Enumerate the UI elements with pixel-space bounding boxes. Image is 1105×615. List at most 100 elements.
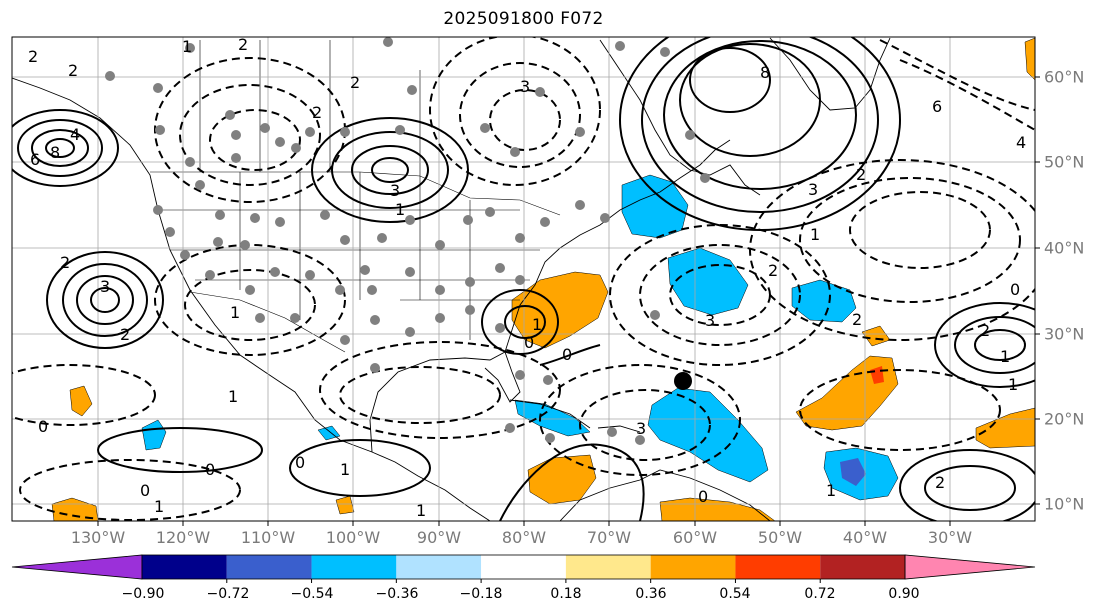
contour-high-pac-4 — [90, 287, 120, 313]
contour-label: 0 — [38, 417, 48, 436]
colorbar-segment — [311, 555, 397, 579]
orange-region-cent-am — [527, 454, 597, 505]
contour-high-ne-2 — [641, 37, 879, 213]
coast-greenland — [769, 37, 891, 111]
contour-high-east-2 — [954, 316, 1035, 374]
contour-label: 1 — [1000, 347, 1010, 366]
lon-label: 50°W — [757, 528, 803, 547]
contour-label: 1 — [532, 315, 542, 334]
contour-high-nw-3 — [31, 129, 89, 167]
contour-label: 2 — [852, 310, 862, 329]
contour-label: 3 — [808, 180, 818, 199]
lat-label: 50°N — [1044, 152, 1085, 172]
ticks — [97, 76, 1040, 526]
contour-high-nw-4 — [45, 138, 75, 158]
contour-label: 0 — [524, 333, 534, 352]
contour-high-pac-3 — [76, 275, 134, 325]
contour-label: 2 — [68, 61, 78, 80]
contour-label: 2 — [60, 253, 70, 272]
contour-low-gulf-2 — [339, 366, 501, 424]
contour-low-carib-2 — [579, 389, 711, 461]
contour-label: 0 — [1010, 280, 1020, 299]
colorbar-tick-label: 0.18 — [550, 586, 582, 602]
contour-high-central-4 — [371, 157, 409, 183]
lat-label: 60°N — [1044, 67, 1085, 87]
contour-low-atl-e-2 — [799, 177, 1021, 303]
contour-label: 1 — [182, 37, 192, 56]
colorbar-segment — [650, 555, 736, 579]
colorbar-segment — [820, 555, 905, 579]
contour-label: 2 — [120, 325, 130, 344]
contour-label: 6 — [932, 97, 942, 116]
contour-label: 0 — [562, 345, 572, 364]
contour-low-canada-1 — [429, 37, 601, 186]
orange-region-pac-small — [69, 385, 93, 417]
colorbar-extend-low — [11, 554, 143, 580]
coastlines — [12, 37, 891, 521]
contour-high-ne-5 — [689, 47, 771, 113]
colorbar-segment — [226, 555, 312, 579]
contour-label: 0 — [698, 487, 708, 506]
province-lines — [199, 40, 421, 176]
coast-gulf — [369, 351, 521, 453]
contour-label: 1 — [416, 501, 426, 520]
contour-label: 4 — [1016, 133, 1026, 152]
blue-region-atlantic-2 — [791, 279, 857, 323]
contour-label: 4 — [70, 125, 80, 144]
colorbar-tick-label: 0.90 — [888, 586, 920, 602]
colorbar-tick-label: −0.72 — [206, 586, 250, 602]
contour-low-atl-2 — [639, 244, 801, 346]
blue-region-gulf-small — [317, 425, 341, 441]
contour-label: 2 — [980, 321, 990, 340]
contour-low-atl-e-3 — [849, 191, 991, 269]
contour-high-central-3 — [351, 145, 429, 195]
contour-high-se-us-2 — [504, 305, 546, 339]
contour-label: 8 — [50, 143, 60, 162]
contour-label: 2 — [350, 73, 360, 92]
contour-low-atl-1 — [609, 224, 831, 366]
contour-label: 3 — [100, 277, 110, 296]
contour-high-east-3 — [974, 329, 1026, 361]
contour-low-eastmid-1 — [799, 369, 1001, 451]
contour-label: 0 — [295, 453, 305, 472]
contour-high-nw-1 — [12, 109, 119, 187]
contour-low-nw-2 — [179, 84, 321, 186]
contour-low-nw-3 — [209, 109, 301, 171]
state-lines-1 — [239, 172, 471, 340]
contour-label: 1 — [230, 303, 240, 322]
colorbar-segment — [481, 555, 566, 579]
colorbar-segment — [142, 555, 227, 579]
contour-high-central-2 — [331, 131, 449, 209]
contour-label: 1 — [340, 460, 350, 479]
gridlines — [12, 37, 1035, 521]
lon-label: 40°W — [842, 528, 888, 547]
colorbar-tick-label: −0.18 — [459, 586, 503, 602]
purple-core-east — [840, 458, 866, 486]
contour-low-west-2 — [184, 269, 316, 341]
orange-region-se-us — [511, 271, 609, 349]
lat-label: 40°N — [1044, 238, 1085, 258]
contour-label: 2 — [935, 473, 945, 492]
coast-hispaniola — [597, 425, 641, 433]
border-us-mexico — [189, 291, 346, 353]
lon-label: 100°W — [325, 528, 381, 547]
contour-high-nw-2 — [17, 119, 103, 177]
coast-cuba — [509, 399, 591, 429]
contour-low-pac-w-1 — [12, 364, 156, 426]
contour-low-atl-e-1 — [749, 159, 1035, 341]
contour-label: 1 — [826, 481, 836, 500]
contour-label: 8 — [760, 63, 770, 82]
contour-label: 1 — [1008, 375, 1018, 394]
contour-zero-pac — [97, 427, 263, 473]
contour-high-east-1 — [934, 302, 1035, 388]
blue-region-pacific — [141, 419, 167, 451]
contour-labels: 2 2 4 8 6 3 3 2 2 2 1 1 1 3 3 8 6 4 2 1 … — [28, 37, 1026, 520]
lat-label: 30°N — [1044, 324, 1085, 344]
orange-region-east-edge — [975, 407, 1035, 449]
contour-label: 1 — [154, 497, 164, 516]
contour-label: 3 — [705, 311, 715, 330]
station-dots — [105, 37, 710, 445]
colorbar-outline — [141, 554, 906, 580]
lat-label: 20°N — [1044, 409, 1085, 429]
